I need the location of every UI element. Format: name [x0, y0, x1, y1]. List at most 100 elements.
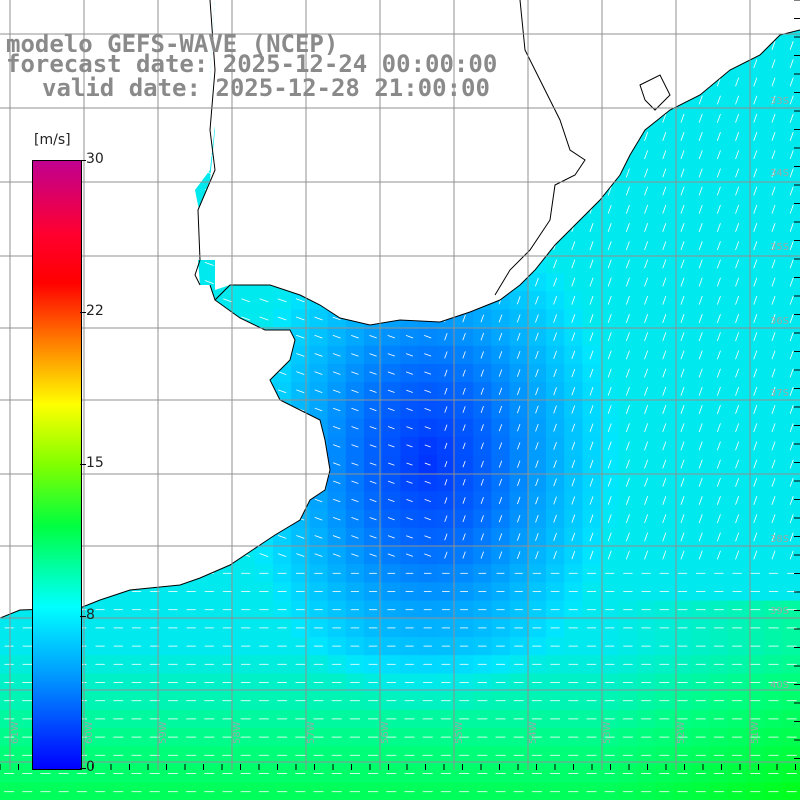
wind-arrow [444, 533, 448, 541]
wind-arrow [771, 59, 776, 69]
wind-arrow [716, 514, 721, 524]
wind-arrow [789, 150, 794, 160]
wind-arrow [369, 498, 377, 503]
wind-arrow [241, 316, 251, 321]
wind-arrow [259, 316, 269, 321]
wind-arrow [589, 259, 594, 269]
wind-arrow [333, 462, 341, 466]
wind-arrow [387, 426, 395, 430]
wind-arrow [314, 553, 323, 557]
wind-arrow [771, 41, 776, 50]
wind-arrow [625, 277, 630, 287]
wind-arrow [351, 462, 359, 466]
wind-arrow [498, 351, 503, 359]
wind-arrow [424, 407, 431, 412]
wind-arrow [295, 298, 305, 303]
wind-arrow [535, 296, 539, 305]
wind-arrow [625, 459, 630, 469]
wind-arrow [789, 204, 794, 214]
wind-arrow [332, 553, 341, 557]
wind-arrow [698, 550, 703, 560]
wind-arrow [388, 480, 395, 484]
wind-arrow [480, 497, 484, 504]
wind-arrow [498, 551, 503, 559]
wind-arrow [589, 350, 594, 360]
wind-arrow [716, 423, 721, 433]
wind-arrow [680, 314, 685, 323]
lat-label: 38S [770, 534, 790, 545]
wind-arrow [314, 389, 323, 394]
wind-arrow [332, 407, 341, 412]
wind-arrow [662, 132, 667, 141]
wind-arrow [716, 223, 721, 232]
wind-arrow [277, 389, 287, 394]
colorbar-tickmark [80, 312, 86, 313]
wind-arrow [571, 550, 576, 560]
wind-arrow [698, 277, 703, 287]
wind-arrow [625, 496, 630, 505]
wind-arrow [753, 186, 758, 196]
wind-arrow [314, 407, 323, 412]
wind-arrow [644, 459, 649, 469]
wind-arrow [517, 442, 521, 450]
wind-arrow [369, 389, 377, 393]
wind-arrow [388, 444, 395, 448]
colorbar-tickmark [80, 616, 86, 617]
lon-label: 55W [454, 721, 465, 744]
wind-arrow [462, 497, 466, 504]
wind-arrow [789, 477, 794, 487]
wind-arrow [535, 514, 539, 523]
wind-arrow [406, 371, 413, 375]
wind-arrow [517, 478, 521, 486]
wind-arrow [332, 426, 341, 430]
colorbar-tickmark [80, 768, 86, 769]
wind-arrow [571, 387, 576, 396]
wind-arrow [424, 426, 431, 430]
wind-arrow [553, 314, 557, 323]
wind-arrow [535, 532, 539, 541]
wind-arrow [589, 368, 594, 378]
wind-arrow [644, 132, 649, 141]
wind-arrow [553, 295, 557, 305]
wind-arrow [351, 334, 359, 339]
wind-arrow [296, 535, 305, 539]
wind-arrow [716, 386, 721, 396]
wind-arrow [498, 478, 503, 486]
wind-arrow [480, 478, 484, 486]
wind-arrow [753, 95, 758, 105]
wind-arrow [662, 277, 667, 287]
wind-arrow [771, 241, 776, 251]
wind-arrow [462, 460, 466, 468]
wind-arrow [680, 241, 685, 251]
wind-arrow [314, 498, 323, 503]
wind-arrow [589, 478, 594, 487]
wind-arrow [369, 334, 377, 339]
wind-arrow [698, 386, 703, 396]
wind-arrow [789, 95, 794, 105]
wind-arrow [498, 314, 503, 323]
wind-arrow [332, 371, 341, 375]
wind-arrow [771, 95, 776, 105]
wind-arrow [553, 441, 557, 450]
wind-arrow [462, 442, 466, 450]
wind-arrow [480, 551, 484, 559]
wind-arrow [716, 550, 721, 560]
wind-arrow [680, 223, 685, 232]
wind-arrow [259, 298, 269, 303]
wind-arrow [644, 168, 649, 178]
wind-arrow [680, 514, 685, 524]
wind-arrow [571, 295, 576, 305]
wind-arrow [589, 295, 594, 305]
wind-arrow [644, 550, 649, 560]
wind-arrow [716, 295, 721, 305]
wind-arrow [662, 204, 667, 214]
wind-arrow [771, 77, 776, 87]
wind-arrow [735, 168, 740, 178]
wind-arrow [735, 423, 740, 433]
wind-arrow [314, 316, 323, 321]
wind-arrow [462, 387, 466, 395]
wind-arrow [462, 369, 466, 377]
wind-arrow [351, 407, 359, 412]
wind-arrow [607, 423, 612, 433]
wind-arrow [535, 369, 539, 378]
